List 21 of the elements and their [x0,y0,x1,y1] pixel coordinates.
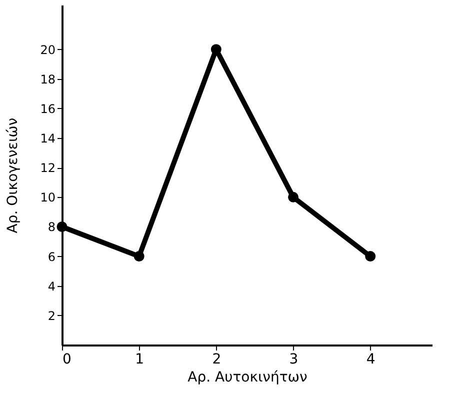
y-tick-label: 2 [48,308,56,323]
x-tick-label: 2 [212,352,222,368]
y-tick-label: 16 [40,102,56,116]
y-tick-label: 12 [40,161,56,176]
point [134,251,144,262]
x-tick-label: 3 [289,352,298,368]
x-axis-title: Αρ. Αυτοκινήτων [188,370,308,386]
point [288,192,298,202]
y-tick-label: 4 [48,279,56,294]
y-tick-label: 6 [48,250,56,264]
y-tick-label: 20 [40,42,56,57]
x-tick-label: 4 [366,352,376,368]
y-tick-label: 10 [40,190,56,205]
point [365,251,376,262]
y-tick-label: 18 [40,72,56,86]
point [56,222,68,232]
y-axis-title: Αρ. Οικογενειών [5,118,22,234]
y-tick-label: 14 [40,132,56,146]
x-tick-label: 1 [135,352,144,368]
x-tick-label: 0 [62,352,72,368]
y-tick-label: 8 [48,220,56,234]
